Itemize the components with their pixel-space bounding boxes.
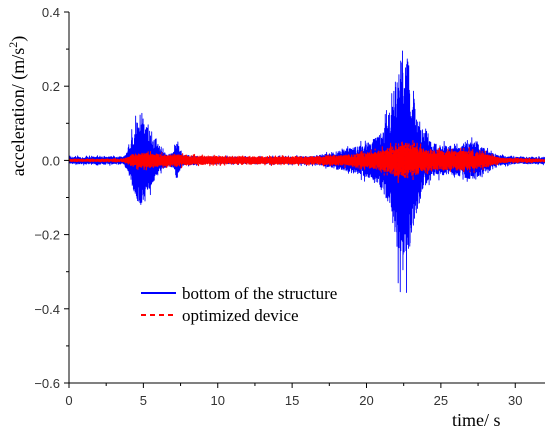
x-tick-label: 0 <box>65 393 72 408</box>
y-tick-label: 0.0 <box>42 153 60 168</box>
x-tick-label: 10 <box>211 393 225 408</box>
x-tick-label: 30 <box>508 393 522 408</box>
x-tick-label: 25 <box>434 393 448 408</box>
series-optimized-device <box>69 139 545 184</box>
y-axis-title-sup: 2 <box>6 42 20 48</box>
legend-label-bottom-of-the-structure: bottom of the structure <box>182 284 337 303</box>
y-tick-label: 0.4 <box>42 5 60 20</box>
y-tick-label: −0.4 <box>34 302 60 317</box>
legend-label-optimized-device: optimized device <box>182 306 299 325</box>
x-tick-label: 5 <box>140 393 147 408</box>
x-ticks: 0 5 10 15 20 25 30 <box>65 383 522 408</box>
x-axis-title: time/ s <box>452 410 501 430</box>
series-layer <box>69 50 545 293</box>
legend: bottom of the structure optimized device <box>141 284 337 325</box>
x-tick-label: 20 <box>359 393 373 408</box>
y-tick-label: −0.6 <box>34 376 60 391</box>
y-tick-label: 0.2 <box>42 79 60 94</box>
y-tick-label: −0.2 <box>34 228 60 243</box>
y-axis-title-end: ) <box>8 36 29 42</box>
y-ticks: −0.6 −0.4 −0.2 0.0 0.2 0.4 <box>34 5 69 391</box>
x-tick-label: 15 <box>285 393 299 408</box>
y-axis-title: acceleration/ (m/s2) <box>6 36 29 176</box>
y-axis-title-main: acceleration/ (m/s <box>8 48 29 176</box>
